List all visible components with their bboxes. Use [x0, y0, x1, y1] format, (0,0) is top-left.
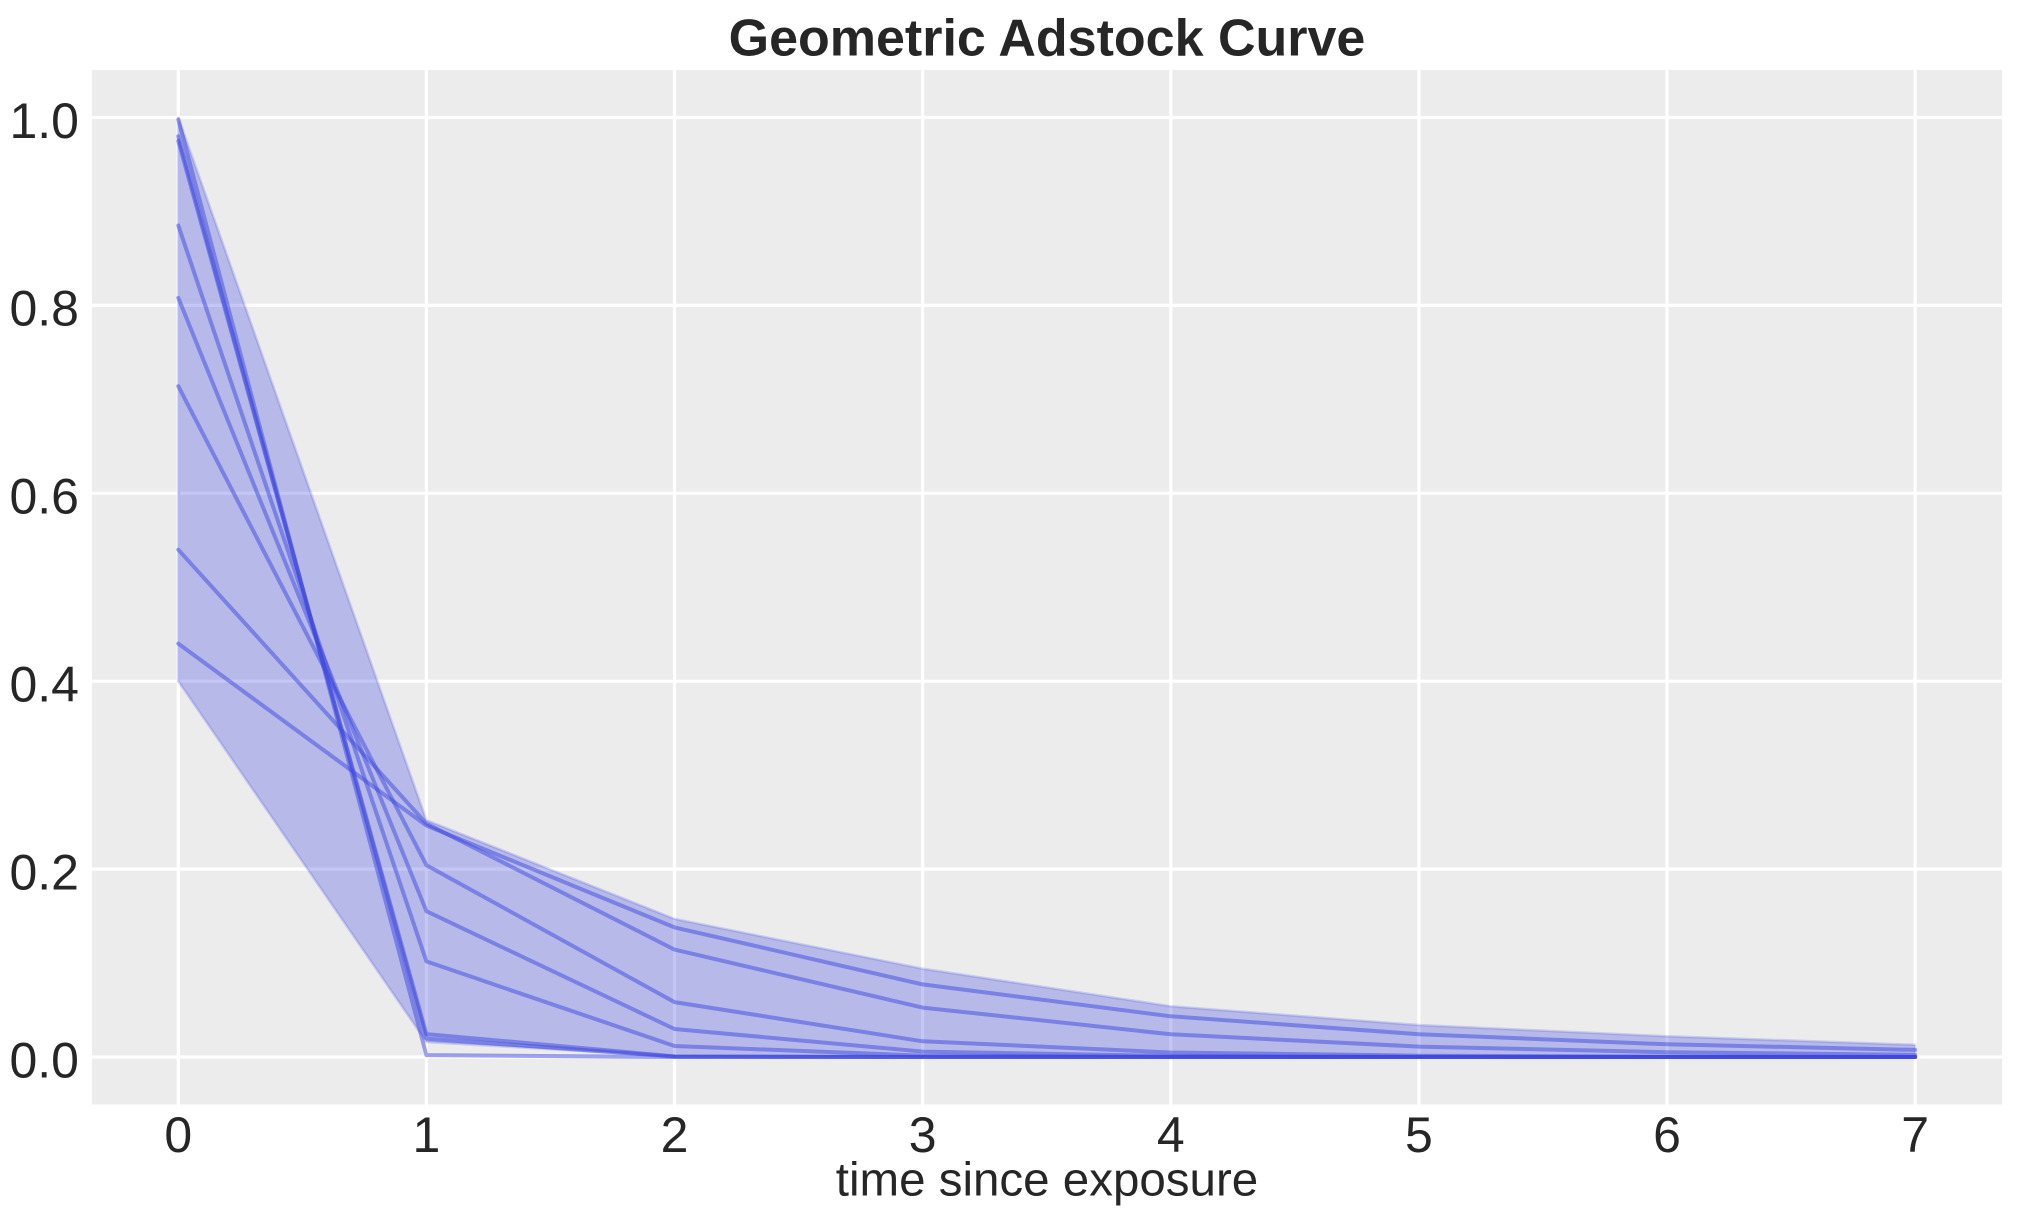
svg-text:Geometric Adstock Curve: Geometric Adstock Curve	[729, 10, 1366, 68]
svg-text:0.4: 0.4	[9, 657, 79, 713]
svg-text:5: 5	[1405, 1107, 1433, 1163]
svg-text:1: 1	[412, 1107, 440, 1163]
svg-text:7: 7	[1901, 1107, 1929, 1163]
svg-text:0: 0	[164, 1107, 192, 1163]
svg-text:2: 2	[661, 1107, 689, 1163]
svg-text:0.0: 0.0	[9, 1032, 79, 1088]
svg-text:3: 3	[909, 1107, 937, 1163]
svg-text:6: 6	[1653, 1107, 1681, 1163]
svg-text:0.2: 0.2	[9, 844, 79, 900]
svg-text:0.6: 0.6	[9, 469, 79, 525]
svg-text:time since exposure: time since exposure	[836, 1154, 1258, 1207]
svg-text:1.0: 1.0	[9, 93, 79, 149]
svg-text:0.8: 0.8	[9, 281, 79, 337]
svg-text:4: 4	[1157, 1107, 1185, 1163]
